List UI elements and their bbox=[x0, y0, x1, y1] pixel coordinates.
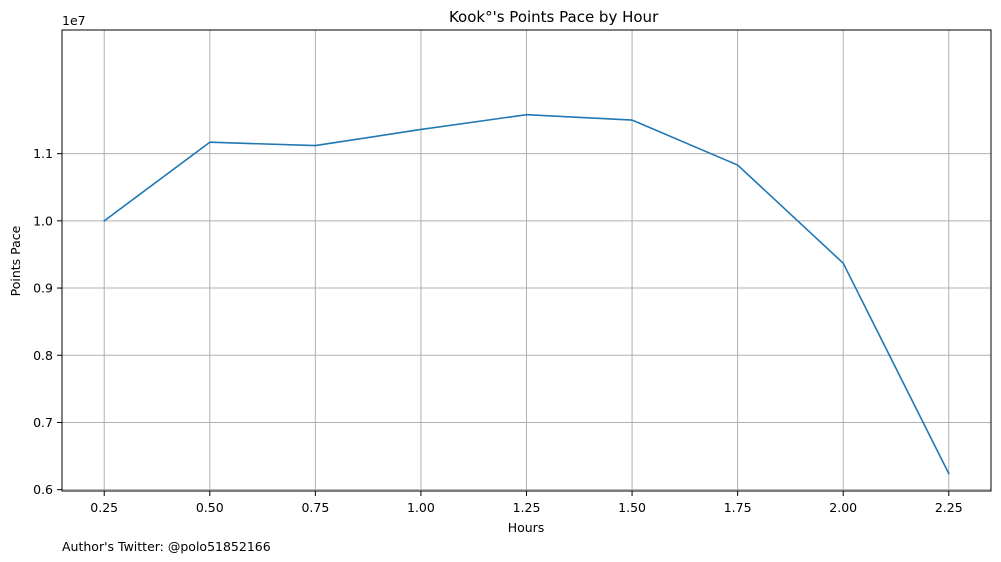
x-tick-label: 0.75 bbox=[301, 500, 329, 515]
y-tick-label: 1.1 bbox=[33, 146, 53, 161]
plot-series bbox=[103, 113, 950, 475]
x-gridlines bbox=[103, 30, 950, 491]
y-axis-offset-label: 1e7 bbox=[62, 13, 86, 28]
x-tick-label: 1.75 bbox=[724, 500, 752, 515]
y-axis-label: Points Pace bbox=[8, 225, 23, 296]
y-tick-label: 0.6 bbox=[33, 482, 53, 497]
y-tick-label: 0.8 bbox=[33, 348, 53, 363]
x-tick-label: 1.00 bbox=[407, 500, 435, 515]
series-line bbox=[103, 113, 950, 475]
x-tick-label: 2.00 bbox=[829, 500, 857, 515]
y-axis-ticks: 0.6 0.7 0.8 0.9 1.0 1.1 bbox=[33, 146, 62, 497]
x-tick-label: 0.25 bbox=[90, 500, 118, 515]
x-tick-label: 2.25 bbox=[935, 500, 963, 515]
x-tick-label: 1.50 bbox=[618, 500, 646, 515]
y-tick-label: 1.0 bbox=[33, 213, 53, 228]
x-tick-label: 1.25 bbox=[513, 500, 541, 515]
chart-title: ㅤㅤㅤㅤKook°'s Points Pace by Hour bbox=[394, 8, 659, 26]
y-gridlines bbox=[62, 153, 991, 491]
author-footnote: Author's Twitter: @polo51852166 bbox=[62, 539, 271, 554]
x-axis-ticks: 0.25 0.50 0.75 1.00 1.25 1.50 1.75 2.00 2.25 bbox=[90, 491, 963, 515]
y-tick-label: 0.9 bbox=[33, 281, 53, 296]
x-axis-label: Hours bbox=[508, 520, 545, 535]
y-tick-label: 0.7 bbox=[33, 415, 53, 430]
x-tick-label: 0.50 bbox=[196, 500, 224, 515]
